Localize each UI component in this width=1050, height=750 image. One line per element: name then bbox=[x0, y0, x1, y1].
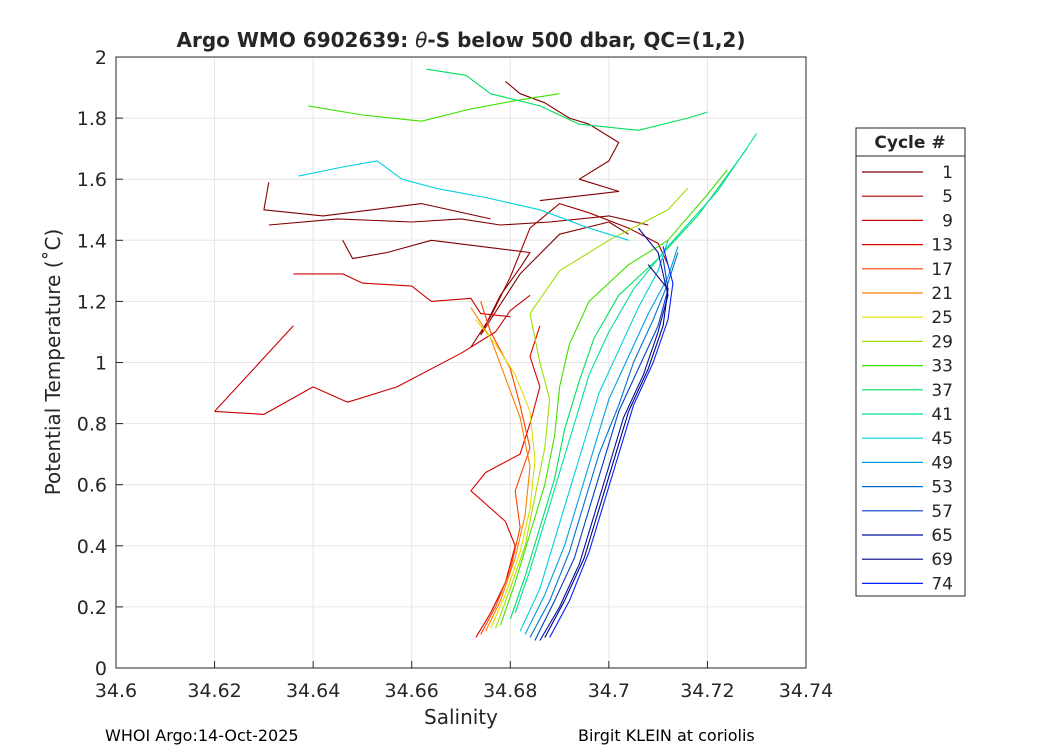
series-line-cycle-37b bbox=[426, 68, 708, 131]
series-line-cycle-5 bbox=[470, 203, 669, 348]
x-tick-label: 34.64 bbox=[286, 680, 340, 702]
legend-label: 65 bbox=[931, 526, 953, 546]
x-axis-label: Salinity bbox=[424, 705, 498, 729]
x-tick-label: 34.7 bbox=[588, 680, 630, 702]
series-line-cycle-45 bbox=[519, 240, 669, 632]
series-line-cycle-9c bbox=[293, 273, 511, 318]
legend-label: 17 bbox=[931, 260, 953, 280]
legend-label: 25 bbox=[931, 308, 953, 328]
legend-label: 45 bbox=[931, 429, 953, 449]
y-tick-label: 1.4 bbox=[77, 230, 107, 252]
y-tick-label: 1.2 bbox=[77, 291, 107, 313]
legend-item: 49 bbox=[862, 453, 953, 473]
series-line-cycle-49 bbox=[524, 246, 679, 635]
x-tick-label: 34.72 bbox=[680, 680, 734, 702]
axis-ticks: 34.6 34.62 34.64 34.66 34.68 34.7 34.72 34.74 0 0… bbox=[77, 47, 833, 702]
legend-item: 41 bbox=[862, 405, 953, 425]
legend-item: 69 bbox=[862, 550, 953, 570]
legend-label: 74 bbox=[931, 574, 953, 594]
legend-item: 57 bbox=[862, 502, 953, 522]
series-line-cycle-74 bbox=[549, 246, 674, 638]
x-tick-label: 34.68 bbox=[483, 680, 537, 702]
series-line-cycle-33 bbox=[499, 169, 728, 626]
legend-item: 29 bbox=[862, 332, 953, 352]
legend-item: 17 bbox=[862, 260, 953, 280]
legend-label: 21 bbox=[931, 284, 953, 304]
series-line-cycle-69 bbox=[544, 264, 669, 638]
legend-label: 57 bbox=[931, 502, 953, 522]
series-line-cycle-17 bbox=[480, 301, 531, 635]
series-line-cycle-29 bbox=[494, 188, 689, 629]
y-tick-label: 2 bbox=[95, 47, 107, 69]
legend-item: 13 bbox=[862, 236, 953, 256]
series-layer bbox=[214, 68, 758, 641]
legend-title: Cycle # bbox=[874, 133, 945, 153]
series-line-cycle-45b bbox=[298, 160, 629, 241]
legend-label: 69 bbox=[931, 550, 953, 570]
x-tick-label: 34.66 bbox=[385, 680, 439, 702]
series-line-cycle-53 bbox=[529, 252, 679, 638]
y-tick-label: 0.2 bbox=[77, 597, 107, 619]
legend-item: 74 bbox=[862, 574, 953, 594]
series-line-cycle-41 bbox=[514, 133, 758, 614]
series-line-cycle-9 bbox=[214, 294, 531, 415]
legend-item: 25 bbox=[862, 308, 953, 328]
legend-item: 9 bbox=[862, 211, 953, 231]
x-tick-label: 34.62 bbox=[187, 680, 241, 702]
series-line-cycle-57 bbox=[534, 258, 669, 641]
series-line-cycle-65 bbox=[539, 227, 669, 641]
x-tick-label: 34.6 bbox=[95, 680, 137, 702]
legend-item: 45 bbox=[862, 429, 953, 449]
legend-item: 21 bbox=[862, 284, 953, 304]
legend-box bbox=[855, 127, 966, 597]
legend-items: 1 5 9 13 17 21 25 29 33 37 41 45 49 53 57 65 69 74 bbox=[862, 163, 953, 594]
y-tick-label: 0.8 bbox=[77, 414, 107, 436]
legend-item: 65 bbox=[862, 526, 953, 546]
legend-item: 5 bbox=[862, 187, 953, 207]
y-tick-label: 1.6 bbox=[77, 169, 107, 191]
legend-label: 29 bbox=[931, 332, 953, 352]
series-line-cycle-25 bbox=[475, 319, 536, 629]
footer-credit-right: Birgit KLEIN at coriolis bbox=[578, 726, 755, 745]
y-tick-label: 0.6 bbox=[77, 475, 107, 497]
series-line-cycle-1d bbox=[263, 182, 491, 220]
y-tick-label: 0.4 bbox=[77, 536, 107, 558]
series-line-cycle-21 bbox=[470, 307, 531, 632]
series-line-cycle-9b bbox=[214, 325, 294, 412]
legend-label: 33 bbox=[931, 357, 953, 377]
legend-label: 37 bbox=[931, 381, 953, 401]
legend-label: 9 bbox=[942, 211, 953, 231]
legend-label: 49 bbox=[931, 453, 953, 473]
footer-credit-left: WHOI Argo:14-Oct-2025 bbox=[105, 726, 299, 745]
y-axis-label: Potential Temperature (˚C) bbox=[41, 229, 65, 496]
legend-label: 53 bbox=[931, 478, 953, 498]
legend-item: 1 bbox=[862, 163, 953, 183]
y-tick-label: 0 bbox=[95, 658, 107, 680]
x-tick-label: 34.74 bbox=[779, 680, 833, 702]
legend-label: 1 bbox=[942, 163, 953, 183]
series-line-cycle-37 bbox=[509, 148, 748, 620]
legend-item: 53 bbox=[862, 478, 953, 498]
legend: Cycle # 1 5 9 13 17 21 25 29 33 37 41 45 49 53 57 65 69 7… bbox=[855, 127, 966, 597]
series-line-cycle-1b bbox=[480, 221, 629, 336]
series-line-cycle-33b bbox=[308, 93, 560, 122]
legend-label: 41 bbox=[931, 405, 953, 425]
legend-item: 33 bbox=[862, 357, 953, 377]
legend-label: 13 bbox=[931, 236, 953, 256]
legend-label: 5 bbox=[942, 187, 953, 207]
legend-item: 37 bbox=[862, 381, 953, 401]
y-tick-label: 1.8 bbox=[77, 108, 107, 130]
chart-title: Argo WMO 6902639: θ-S below 500 dbar, QC… bbox=[177, 28, 746, 52]
y-tick-label: 1 bbox=[95, 353, 107, 375]
